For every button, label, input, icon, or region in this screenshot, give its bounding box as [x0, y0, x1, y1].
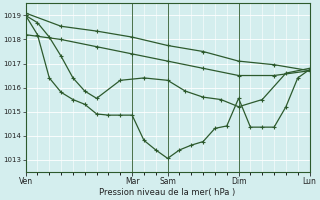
X-axis label: Pression niveau de la mer( hPa ): Pression niveau de la mer( hPa )	[100, 188, 236, 197]
